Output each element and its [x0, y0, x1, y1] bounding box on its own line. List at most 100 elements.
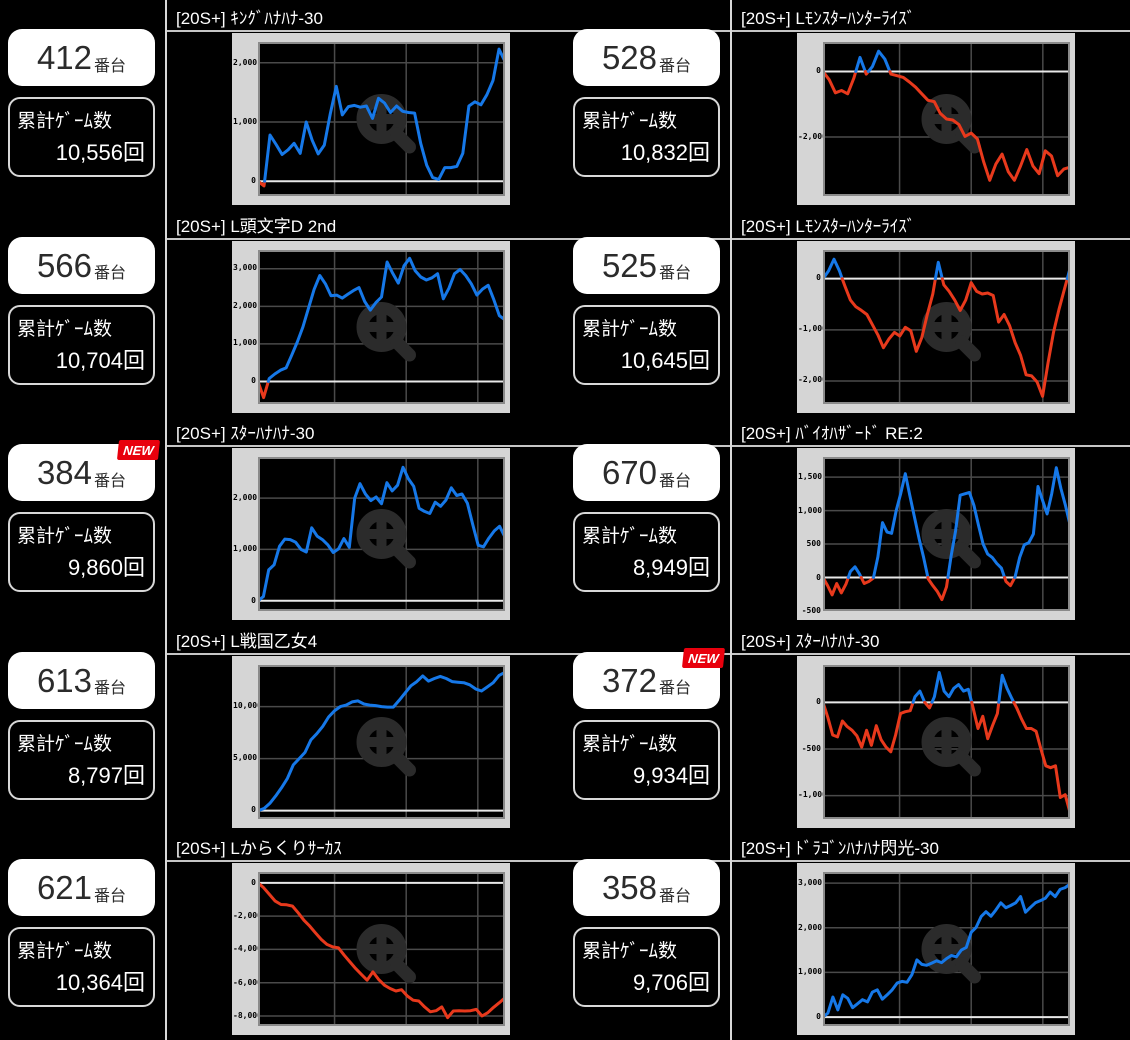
graph-thumbnail[interactable]: 0 1,000 2,000 — [232, 448, 510, 620]
graph-thumbnail[interactable]: 0 1,000 2,000 3,000 — [232, 240, 510, 413]
graph-title: [20S+] ｽﾀｰﾊﾅﾊﾅ-30 — [741, 631, 880, 651]
cumulative-games-value: 10,645回 — [620, 347, 710, 373]
cumulative-games-value: 8,797回 — [67, 762, 145, 788]
cumulative-games-label: 累計ｹﾞｰﾑ数 — [17, 941, 113, 962]
machine-number-suffix: 番台 — [94, 887, 127, 905]
machine-number-box[interactable]: 358 番台 — [573, 859, 720, 916]
cumulative-games-box: 累計ｹﾞｰﾑ数 10,832回 — [573, 97, 720, 177]
new-badge: NEW — [116, 440, 161, 460]
graph-title: [20S+] L頭文字D 2nd — [176, 216, 337, 236]
graph-thumbnail[interactable]: 0 -2,000 -4,000 -6,000 -8,000 — [232, 863, 510, 1035]
machine-entry: 358 番台 累計ｹﾞｰﾑ数 9,706回 [20S+] ﾄﾞﾗｺﾞﾝﾊﾅﾊﾅ閃光… — [565, 830, 1130, 1038]
graph-thumbnail[interactable]: 0 1,000 2,000 3,000 — [797, 863, 1075, 1035]
machine-number: 372 — [601, 661, 658, 699]
y-axis-label: 500 — [806, 539, 821, 549]
y-axis-label: 3,000 — [233, 263, 258, 273]
graph-thumbnail[interactable]: -500 0 500 1,000 1,500 — [797, 448, 1075, 620]
y-axis-label: -1,000 — [798, 324, 827, 334]
graph-title: [20S+] Lﾓﾝｽﾀｰﾊﾝﾀｰﾗｲｽﾞ — [741, 216, 916, 236]
y-axis-label: -4,000 — [233, 944, 262, 954]
line-chart-plot[interactable] — [258, 664, 505, 819]
machine-number-suffix: 番台 — [659, 680, 692, 697]
graph-title: [20S+] Lからくりｻｰｶｽ — [176, 839, 342, 858]
machine-entry: 566 番台 累計ｹﾞｰﾑ数 10,704回 [20S+] L頭文字D 2nd 0… — [0, 208, 565, 416]
zoom-watermark-icon — [356, 509, 416, 569]
zoom-watermark-icon — [921, 94, 981, 154]
y-axis-label: 1,000 — [798, 505, 823, 515]
y-axis-label: 0 — [816, 273, 821, 283]
line-chart-plot[interactable] — [258, 872, 505, 1026]
cumulative-games-label: 累計ｹﾞｰﾑ数 — [582, 526, 678, 547]
machine-number: 525 — [601, 246, 658, 284]
zoom-watermark-icon — [356, 716, 416, 776]
machine-number-box[interactable]: 528 番台 — [573, 29, 720, 86]
graph-thumbnail[interactable]: 0 5,000 10,000 — [232, 655, 510, 828]
cumulative-games-box: 累計ｹﾞｰﾑ数 9,934回 — [573, 719, 720, 800]
y-axis-label: -2,000 — [798, 375, 827, 385]
machine-number-suffix: 番台 — [94, 680, 127, 697]
cumulative-games-value: 9,706回 — [632, 970, 710, 995]
machine-number-box[interactable]: 613 番台 — [8, 651, 155, 709]
cumulative-games-value: 10,704回 — [55, 347, 145, 373]
y-axis-label: 0 — [816, 66, 821, 76]
machine-number: 358 — [601, 869, 658, 906]
y-axis-label: 0 — [251, 877, 256, 887]
machine-number: 670 — [601, 454, 658, 491]
machine-number: 621 — [36, 869, 93, 906]
machine-number: 528 — [601, 39, 658, 76]
y-axis-label: -2,000 — [233, 911, 262, 921]
machine-number-suffix: 番台 — [94, 57, 127, 75]
cumulative-games-box: 累計ｹﾞｰﾑ数 8,797回 — [8, 719, 155, 800]
line-chart-plot[interactable] — [258, 42, 505, 196]
y-axis-label: 2,000 — [233, 493, 258, 503]
y-axis-label: -500 — [801, 606, 821, 615]
line-chart-plot[interactable] — [823, 872, 1070, 1026]
cumulative-games-label: 累計ｹﾞｰﾑ数 — [17, 111, 113, 132]
y-axis-label: 3,000 — [798, 878, 823, 888]
y-axis-label: 0 — [251, 805, 256, 815]
cumulative-games-value: 9,860回 — [67, 555, 145, 580]
y-axis-label: -6,000 — [233, 977, 262, 987]
graph-thumbnail[interactable]: 0 -500 -1,000 — [797, 655, 1075, 828]
machine-number-box[interactable]: 670 番台 — [573, 444, 720, 501]
y-axis-label: 0 — [251, 375, 256, 385]
machine-entry: 525 番台 累計ｹﾞｰﾑ数 10,645回 [20S+] Lﾓﾝｽﾀｰﾊﾝﾀｰﾗ… — [565, 208, 1130, 416]
machine-number-box[interactable]: 412 番台 — [8, 29, 155, 86]
y-axis-label: 1,000 — [233, 544, 258, 554]
y-axis-label: 0 — [816, 572, 821, 582]
machine-number-suffix: 番台 — [659, 472, 692, 490]
machine-number-box[interactable]: 525 番台 — [573, 236, 720, 294]
machine-number-box[interactable]: 621 番台 — [8, 859, 155, 916]
graph-thumbnail[interactable]: 0 -1,000 -2,000 — [797, 240, 1075, 413]
machine-entry: 613 番台 累計ｹﾞｰﾑ数 8,797回 [20S+] L戦国乙女4 0 5,00… — [0, 623, 565, 831]
line-chart-plot[interactable] — [823, 42, 1070, 196]
y-axis-label: -2,000 — [798, 132, 827, 142]
machine-number-suffix: 番台 — [94, 472, 127, 490]
machine-number-box[interactable]: 566 番台 — [8, 236, 155, 294]
graph-thumbnail[interactable]: 0 -2,000 — [797, 33, 1075, 205]
graph-thumbnail[interactable]: 0 1,000 2,000 — [232, 33, 510, 205]
column-divider-right — [730, 0, 732, 1040]
line-chart-plot[interactable] — [823, 457, 1070, 611]
y-axis-label: 10,000 — [233, 701, 262, 711]
machine-number-suffix: 番台 — [94, 265, 127, 282]
y-axis-label: 5,000 — [233, 753, 258, 763]
graph-title: [20S+] ｷﾝｸﾞﾊﾅﾊﾅ-30 — [176, 9, 323, 28]
line-chart-plot[interactable] — [823, 664, 1070, 819]
line-chart-plot[interactable] — [258, 249, 505, 404]
y-axis-label: 2,000 — [233, 300, 258, 310]
y-axis-label: 2,000 — [798, 922, 823, 932]
zoom-watermark-icon — [356, 301, 416, 361]
graph-title: [20S+] ﾄﾞﾗｺﾞﾝﾊﾅﾊﾅ閃光-30 — [741, 839, 939, 858]
y-axis-label: 0 — [816, 696, 821, 706]
cumulative-games-label: 累計ｹﾞｰﾑ数 — [17, 526, 113, 547]
line-chart-plot[interactable] — [258, 457, 505, 611]
zoom-watermark-icon — [356, 924, 416, 984]
graph-title: [20S+] L戦国乙女4 — [176, 631, 318, 651]
y-axis-label: 1,000 — [798, 967, 823, 977]
line-chart-plot[interactable] — [823, 249, 1070, 404]
machine-number-suffix: 番台 — [659, 887, 692, 905]
cumulative-games-value: 10,364回 — [55, 970, 145, 995]
y-axis-label: 1,000 — [233, 116, 258, 126]
cumulative-games-value: 8,949回 — [632, 555, 710, 580]
